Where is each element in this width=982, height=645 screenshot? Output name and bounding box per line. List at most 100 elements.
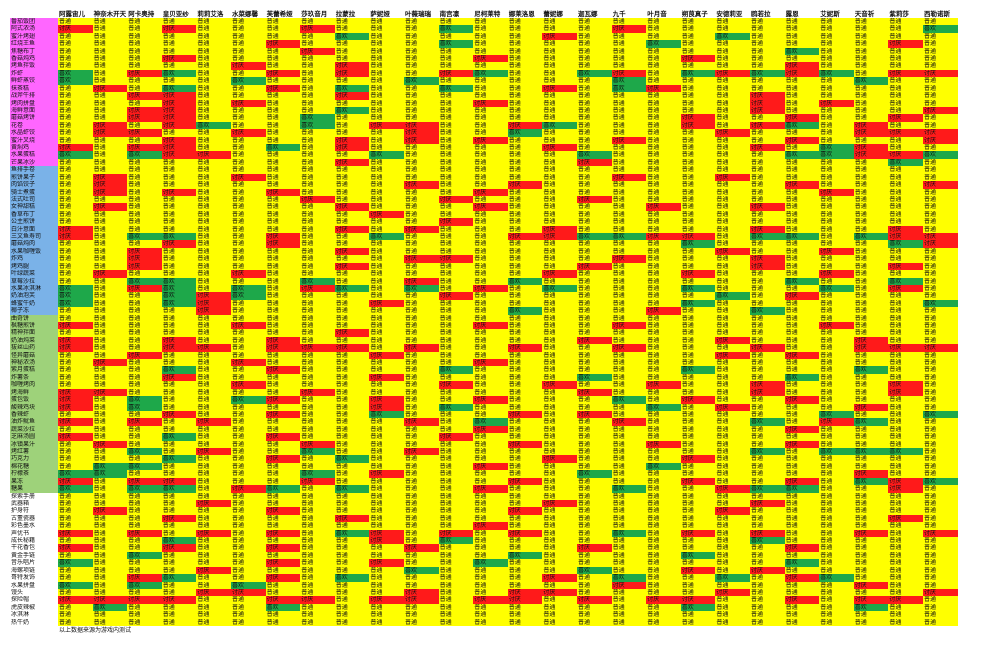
cell: 讨厌: [507, 596, 543, 604]
cell: 普通: [680, 129, 716, 137]
cell: 普通: [369, 522, 404, 530]
cell: 普通: [888, 62, 923, 70]
row-label: 鱼排手卷: [10, 166, 58, 174]
cell: 普通: [611, 92, 647, 100]
cell: 普通: [161, 499, 197, 508]
cell: 普通: [473, 270, 508, 278]
cell: 普通: [196, 596, 231, 604]
cell: 普通: [196, 507, 231, 515]
cell: 普通: [750, 166, 785, 174]
cell: 普通: [923, 359, 958, 367]
cell: 普通: [265, 166, 301, 174]
cell: 普通: [127, 611, 162, 619]
cell: 普通: [334, 470, 370, 478]
cell: 普通: [750, 173, 785, 182]
cell: 普通: [888, 611, 923, 619]
cell: 普通: [369, 62, 404, 70]
cell: 普通: [231, 40, 266, 48]
cell: 讨厌: [819, 418, 854, 426]
cell: 普通: [265, 106, 301, 115]
cell: 普通: [715, 40, 750, 48]
cell: 普通: [265, 62, 301, 70]
cell: 普通: [888, 455, 923, 463]
cell: 普通: [923, 470, 958, 478]
cell: 普通: [577, 396, 612, 404]
cell: 普通: [715, 425, 750, 434]
cell: 普通: [577, 455, 612, 463]
cell: 普通: [438, 92, 474, 100]
cell: 普通: [611, 329, 647, 337]
cell: 普通: [819, 106, 854, 115]
cell: 普通: [92, 336, 128, 345]
cell: 普通: [646, 559, 681, 567]
cell: 喜欢: [888, 240, 923, 248]
cell: 普通: [231, 537, 266, 545]
cell: 普通: [680, 440, 716, 449]
cell: 普通: [507, 99, 543, 107]
cell: 讨厌: [127, 529, 162, 538]
cell: 喜欢: [750, 485, 785, 493]
cell: 普通: [507, 559, 543, 567]
cell: 讨厌: [161, 92, 197, 100]
cell: 普通: [507, 188, 543, 196]
cell: 普通: [473, 529, 508, 538]
cell: 普通: [646, 336, 681, 345]
cell: 普通: [334, 596, 370, 604]
cell: 讨厌: [127, 92, 162, 100]
cell: 普通: [888, 588, 923, 597]
cell: 讨厌: [577, 336, 612, 345]
cell: 普通: [577, 574, 612, 582]
cell: 普通: [680, 462, 716, 471]
cell: 普通: [404, 322, 439, 330]
cell: 喜欢: [819, 410, 854, 419]
cell: 普通: [577, 329, 612, 337]
cell: 普通: [334, 314, 370, 322]
cell: 普通: [888, 440, 923, 449]
cell: 讨厌: [923, 181, 958, 189]
cell: 讨厌: [161, 99, 197, 107]
cell: 讨厌: [715, 247, 750, 256]
cell: 普通: [404, 151, 439, 159]
cell: 普通: [196, 381, 231, 389]
cell: 普通: [646, 55, 681, 63]
cell: 普通: [161, 181, 197, 189]
cell: 普通: [58, 462, 93, 471]
cell: 讨厌: [577, 596, 612, 604]
cell: 普通: [127, 25, 162, 33]
row-label: 炸虾: [10, 69, 58, 78]
cell: 讨厌: [888, 388, 923, 397]
cell: 普通: [231, 299, 266, 308]
cell: 喜欢: [161, 574, 197, 582]
cell: 普通: [646, 92, 681, 100]
cell: 讨厌: [507, 181, 543, 189]
row-label: 成长秘籍: [10, 537, 58, 545]
cell: 普通: [542, 551, 577, 560]
cell: 普通: [334, 418, 370, 426]
cell: 普通: [196, 433, 231, 441]
cell: 普通: [577, 114, 612, 122]
row-label: 水晶虾饺: [10, 129, 58, 137]
cell: 普通: [888, 25, 923, 33]
cell: 普通: [334, 151, 370, 159]
cell: 讨厌: [784, 440, 820, 449]
cell: 普通: [853, 62, 889, 70]
cell: 普通: [888, 559, 923, 567]
cell: 普通: [438, 499, 474, 508]
cell: 普通: [334, 373, 370, 382]
cell: 普通: [611, 611, 647, 619]
cell: 普通: [715, 55, 750, 63]
cell: 普通: [127, 292, 162, 300]
cell: 普通: [161, 307, 197, 315]
cell: 普通: [438, 32, 474, 41]
cell: 普通: [58, 84, 93, 93]
cell: 讨厌: [196, 344, 231, 352]
cell: 普通: [611, 62, 647, 70]
cell: 普通: [923, 166, 958, 174]
cell: 喜欢: [473, 418, 508, 426]
cell: 普通: [680, 581, 716, 589]
cell: 普通: [715, 314, 750, 322]
cell: 普通: [750, 188, 785, 196]
cell: 普通: [58, 106, 93, 115]
cell: 普通: [646, 418, 681, 426]
